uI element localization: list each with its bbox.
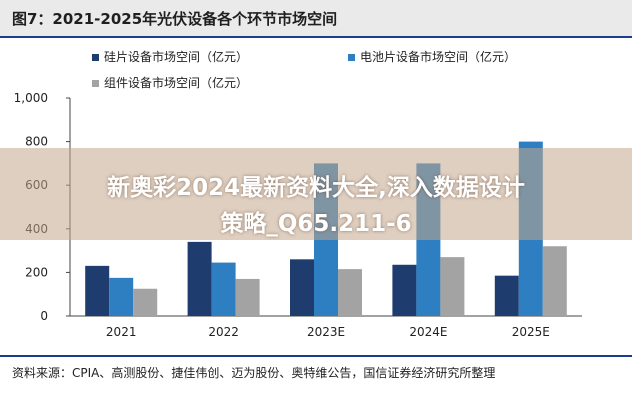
y-tick-label: 200 — [25, 265, 48, 279]
x-axis-ticks: 2021 2022 2023E 2024E 2025E — [106, 325, 550, 339]
bar-module-2022 — [235, 278, 260, 316]
y-tick-label: 0 — [40, 309, 48, 323]
source-note: 资料来源：CPIA、高测股份、捷佳伟创、迈为股份、奥特维公告，国信证券经济研究所… — [12, 366, 496, 380]
bar-silicon-2024e — [392, 264, 417, 316]
bar-silicon-2021 — [85, 265, 110, 316]
bar-cell-2022 — [211, 262, 236, 316]
legend-swatch-silicon — [92, 54, 99, 61]
chart-legend: 硅片设备市场空间（亿元） 电池片设备市场空间（亿元） 组件设备市场空间（亿元） — [92, 49, 516, 90]
bar-chart: 硅片设备市场空间（亿元） 电池片设备市场空间（亿元） 组件设备市场空间（亿元） … — [14, 49, 582, 339]
x-tick-label: 2022 — [208, 325, 239, 339]
bar-silicon-2022 — [187, 241, 212, 316]
y-tick-label: 800 — [25, 135, 48, 149]
bar-module-2023e — [338, 269, 362, 316]
bar-silicon-2023e — [290, 259, 314, 316]
bar-module-2024e — [440, 257, 465, 316]
bottom-rule — [0, 355, 632, 357]
x-tick-label: 2025E — [512, 325, 550, 339]
legend-label-silicon: 硅片设备市场空间（亿元） — [104, 49, 248, 64]
watermark-line-1: 新奥彩2024最新资料大全,深入数据设计 — [107, 175, 525, 201]
watermark-band — [0, 148, 632, 240]
title-bar: 图7：2021-2025年光伏设备各个环节市场空间 — [0, 0, 632, 36]
top-rule — [0, 36, 632, 38]
x-tick-label: 2021 — [106, 325, 137, 339]
legend-swatch-cell — [348, 54, 355, 61]
bar-silicon-2025e — [494, 275, 519, 316]
legend-swatch-module — [92, 80, 99, 87]
y-tick-label: 1,000 — [14, 91, 48, 105]
bar-cell-2021 — [109, 277, 134, 316]
watermark-line-2: 策略_Q65.211-6 — [220, 211, 412, 237]
x-tick-label: 2024E — [409, 325, 447, 339]
legend-label-module: 组件设备市场空间（亿元） — [104, 75, 248, 90]
legend-label-cell: 电池片设备市场空间（亿元） — [360, 49, 516, 64]
chart-title: 图7：2021-2025年光伏设备各个环节市场空间 — [12, 10, 338, 28]
x-tick-label: 2023E — [307, 325, 345, 339]
bar-module-2025e — [542, 246, 567, 316]
bar-module-2021 — [133, 288, 158, 316]
